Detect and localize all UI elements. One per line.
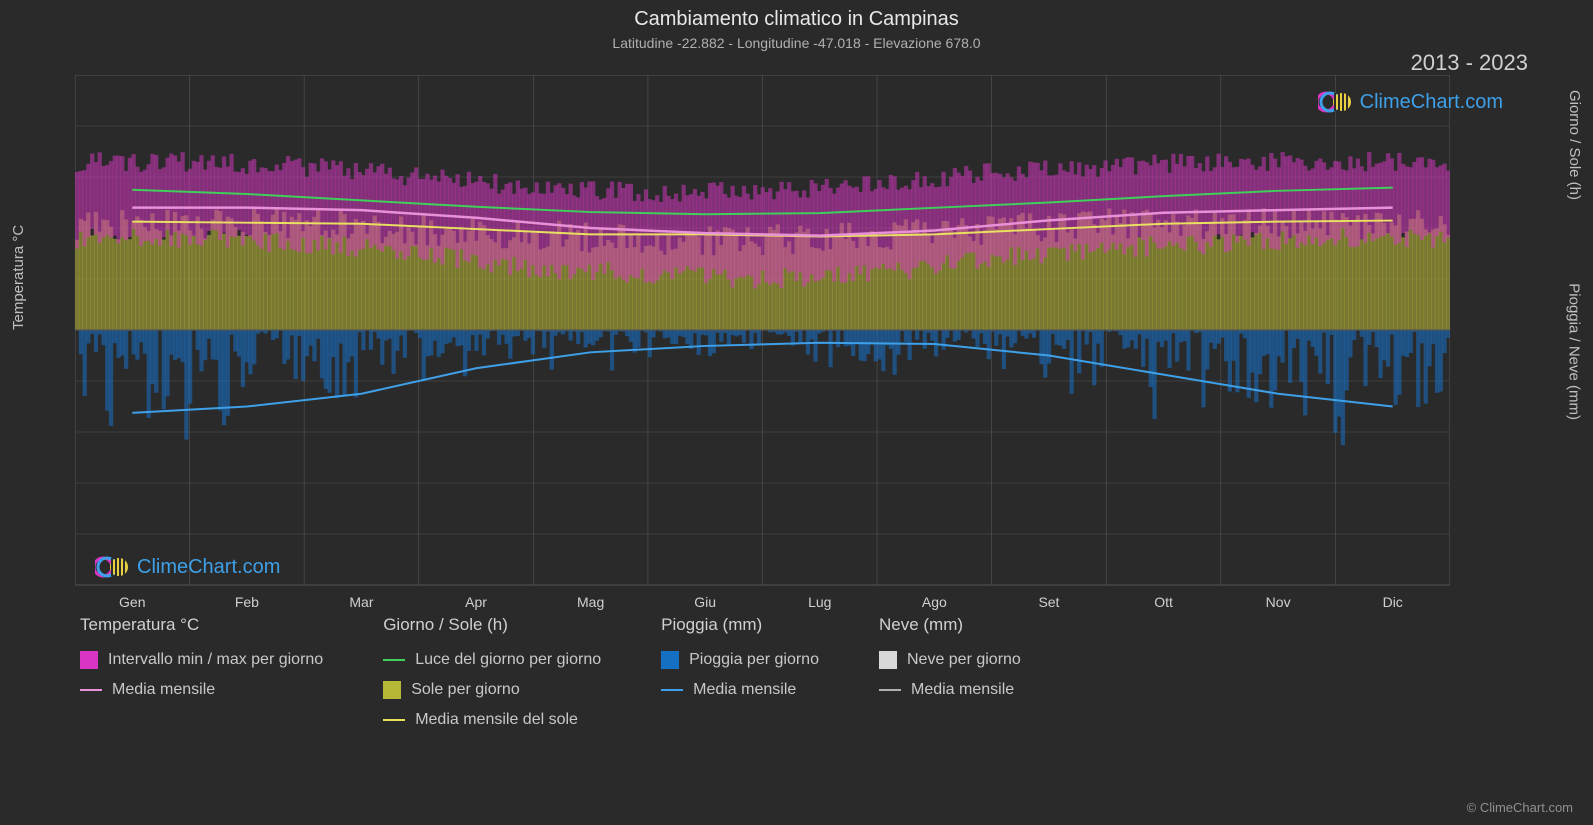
legend-swatch-temp-range xyxy=(80,651,98,669)
y-axis-left-label: Temperatura °C xyxy=(10,225,27,330)
svg-text:Giu: Giu xyxy=(694,594,716,610)
legend-line-snow-mean xyxy=(879,689,901,691)
legend-sun: Sole per giorno xyxy=(383,681,601,699)
svg-text:Mag: Mag xyxy=(577,594,604,610)
legend-temp-heading: Temperatura °C xyxy=(80,615,323,635)
svg-text:Nov: Nov xyxy=(1266,594,1291,610)
legend-snow-mean-label: Media mensile xyxy=(911,681,1014,699)
legend-snow-mean: Media mensile xyxy=(879,681,1021,699)
legend: Temperatura °C Intervallo min / max per … xyxy=(80,615,1480,729)
legend-sun-mean: Media mensile del sole xyxy=(383,711,601,729)
legend-temp-range-label: Intervallo min / max per giorno xyxy=(108,651,323,669)
legend-rain-mean: Media mensile xyxy=(661,681,819,699)
legend-line-temp-mean xyxy=(80,689,102,691)
legend-snow-heading: Neve (mm) xyxy=(879,615,1021,635)
legend-snow: Neve (mm) Neve per giorno Media mensile xyxy=(879,615,1021,729)
watermark-bottom: ClimeChart.com xyxy=(95,555,280,579)
legend-line-rain-mean xyxy=(661,689,683,691)
svg-text:Lug: Lug xyxy=(808,594,831,610)
legend-day: Giorno / Sole (h) Luce del giorno per gi… xyxy=(383,615,601,729)
legend-rain-label: Pioggia per giorno xyxy=(689,651,819,669)
chart-title: Cambiamento climatico in Campinas xyxy=(0,0,1593,31)
legend-swatch-rain xyxy=(661,651,679,669)
legend-snow-label: Neve per giorno xyxy=(907,651,1021,669)
svg-text:Feb: Feb xyxy=(235,594,259,610)
legend-line-daylight xyxy=(383,659,405,661)
legend-sun-label: Sole per giorno xyxy=(411,681,520,699)
svg-text:Mar: Mar xyxy=(349,594,373,610)
legend-day-heading: Giorno / Sole (h) xyxy=(383,615,601,635)
svg-text:Dic: Dic xyxy=(1383,594,1403,610)
legend-swatch-sun xyxy=(383,681,401,699)
legend-rain: Pioggia (mm) Pioggia per giorno Media me… xyxy=(661,615,819,729)
svg-text:Ott: Ott xyxy=(1154,594,1173,610)
legend-rain-heading: Pioggia (mm) xyxy=(661,615,819,635)
logo-icon xyxy=(95,555,131,579)
legend-line-sun-mean xyxy=(383,719,405,721)
chart-subtitle: Latitudine -22.882 - Longitudine -47.018… xyxy=(0,31,1593,51)
svg-text:Set: Set xyxy=(1038,594,1059,610)
chart-svg: 50403020100-10-20-30-40-5024181260010203… xyxy=(75,75,1450,615)
y-axis-right-bottom-label: Pioggia / Neve (mm) xyxy=(1566,283,1583,420)
plot-area: 50403020100-10-20-30-40-5024181260010203… xyxy=(75,75,1450,585)
watermark-text: ClimeChart.com xyxy=(1360,91,1503,114)
climate-chart: Cambiamento climatico in Campinas Latitu… xyxy=(0,0,1593,825)
copyright: © ClimeChart.com xyxy=(1467,800,1573,815)
legend-rain: Pioggia per giorno xyxy=(661,651,819,669)
watermark-top: ClimeChart.com xyxy=(1318,90,1503,114)
legend-snow: Neve per giorno xyxy=(879,651,1021,669)
legend-daylight: Luce del giorno per giorno xyxy=(383,651,601,669)
legend-temp: Temperatura °C Intervallo min / max per … xyxy=(80,615,323,729)
svg-text:Apr: Apr xyxy=(465,594,487,610)
y-axis-right-top-label: Giorno / Sole (h) xyxy=(1566,90,1583,200)
legend-swatch-snow xyxy=(879,651,897,669)
legend-rain-mean-label: Media mensile xyxy=(693,681,796,699)
legend-temp-mean-label: Media mensile xyxy=(112,681,215,699)
year-range: 2013 - 2023 xyxy=(1411,50,1528,76)
legend-sun-mean-label: Media mensile del sole xyxy=(415,711,578,729)
svg-text:Gen: Gen xyxy=(119,594,145,610)
legend-temp-mean: Media mensile xyxy=(80,681,323,699)
legend-temp-range: Intervallo min / max per giorno xyxy=(80,651,323,669)
legend-daylight-label: Luce del giorno per giorno xyxy=(415,651,601,669)
svg-text:Ago: Ago xyxy=(922,594,947,610)
logo-icon xyxy=(1318,90,1354,114)
watermark-text: ClimeChart.com xyxy=(137,556,280,579)
